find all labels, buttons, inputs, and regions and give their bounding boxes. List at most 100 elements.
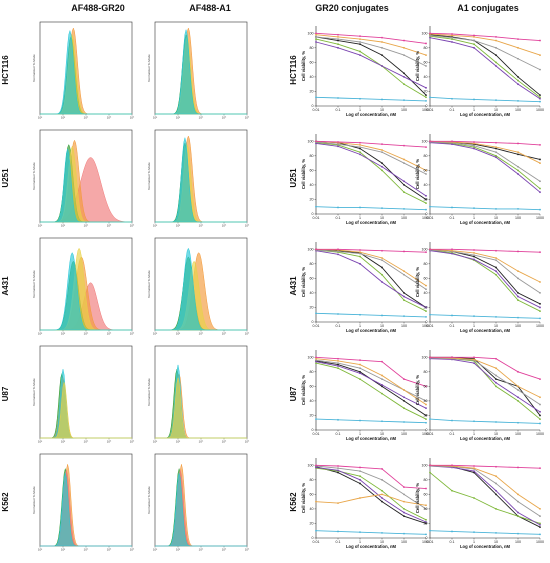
data-point-sky [315,96,317,99]
flow-xtick-label: 10⁴ [199,332,204,336]
data-point-sky [451,419,453,422]
x-tick-label: 1 [359,216,361,220]
data-point-olive [495,385,497,388]
y-axis-label: Cell viability, % [415,267,420,297]
data-point-black [403,72,405,75]
flow-panel-u87-0: Normalized To Mode 10² 10³ 10⁴ 10⁵ 10⁶ [32,345,135,444]
x-axis-label: Log of concentration, nM [346,220,397,225]
flow-panel-k562-0: Normalized To Mode 10² 10³ 10⁴ 10⁵ 10⁶ [32,453,135,552]
x-tick-label: 1000 [536,216,544,220]
data-point-olive [359,475,361,478]
data-point-magenta [381,468,383,470]
data-point-purple [451,143,453,146]
data-point-grey [337,362,339,364]
data-point-gold [381,257,383,259]
data-point-gold [425,284,427,287]
y-tick-label: 60 [424,385,428,389]
series-line-grey [429,249,541,294]
y-tick-label: 80 [424,262,428,266]
data-point-olive [517,400,519,402]
x-tick-label: 100 [515,432,521,436]
data-point-magenta [425,251,427,254]
data-point-gold [473,252,475,254]
flow-xtick-label: 10⁴ [199,224,204,228]
data-point-olive [359,50,361,53]
y-tick-label: 80 [310,46,314,50]
y-tick-label: 100 [308,247,314,251]
viability-row-label-u251: U251 [289,168,298,188]
data-point-grey [473,254,475,256]
data-point-sky [381,420,383,423]
data-point-sky [429,529,431,532]
data-point-purple [403,511,405,514]
flow-xtick-label: 10⁴ [84,440,89,444]
flow-panel-hct116-1: Normalized To Mode 10² 10³ 10⁴ 10⁵ 10⁶ [147,21,250,120]
y-tick-label: 100 [308,139,314,143]
flow-xtick-label: 10⁴ [84,332,89,336]
data-point-grey [337,143,339,146]
data-point-gold [403,389,405,391]
data-point-olive [451,489,453,492]
data-point-grey [539,180,541,183]
x-tick-label: 100 [401,216,407,220]
data-point-grey [381,259,383,262]
x-tick-label: 1 [473,324,475,328]
data-point-sky [381,98,383,101]
series-line-purple [429,37,541,100]
x-tick-label: 10 [494,324,498,328]
flow-panel-frame [154,129,248,223]
series-line-sky [315,206,427,211]
data-point-olive [495,508,497,510]
series-line-olive [429,35,541,98]
data-point-magenta [403,144,405,147]
x-tick-label: 0.01 [313,324,320,328]
data-point-purple [425,306,427,309]
flow-xtick-label: 10⁴ [84,116,89,120]
series-line-grey [429,357,541,405]
data-point-gold [337,36,339,38]
x-tick-label: 10 [380,216,384,220]
data-point-olive [403,508,405,510]
row-label-a431: A431 [1,276,10,296]
viability-row-label-u87: U87 [289,386,298,401]
series-line-grey [315,36,427,67]
x-tick-label: 100 [515,108,521,112]
data-point-grey [473,39,475,42]
y-tick-label: 0 [426,212,428,216]
x-axis-label: Log of concentration, nM [460,220,511,225]
x-tick-label: 0.1 [450,540,455,544]
y-axis-label: Cell viability, % [415,483,420,513]
data-point-sky [429,418,431,420]
data-point-gold [495,146,497,148]
data-point-black [381,162,383,164]
data-point-purple [315,466,317,469]
data-point-olive [495,154,497,157]
flow-xtick-label: 10² [38,224,42,228]
series-line-sky [429,418,541,424]
series-line-olive [315,38,427,98]
y-axis-label: Cell viability, % [415,51,420,81]
x-tick-label: 1 [473,540,475,544]
data-point-olive [403,191,405,194]
data-point-magenta [315,356,317,359]
data-point-black [473,471,475,474]
viability-row-label-hct116: HCT116 [289,55,298,85]
data-point-magenta [429,32,431,35]
flow-ylabel: Normalized To Mode [32,54,36,82]
y-tick-label: 100 [422,31,428,35]
data-point-grey [425,400,427,402]
data-point-purple [517,83,519,86]
y-tick-label: 20 [424,90,428,94]
data-point-sky [517,316,519,319]
y-tick-label: 20 [310,414,314,418]
x-tick-label: 0.1 [450,216,455,220]
data-point-gold [359,38,361,40]
data-point-magenta [451,248,453,251]
y-axis-label: Cell viability, % [301,483,306,513]
data-point-grey [403,54,405,56]
series-line-grey [429,35,541,71]
data-point-olive [359,378,361,380]
data-point-gold [359,497,361,499]
y-tick-label: 20 [424,306,428,310]
data-point-sky [425,316,427,318]
